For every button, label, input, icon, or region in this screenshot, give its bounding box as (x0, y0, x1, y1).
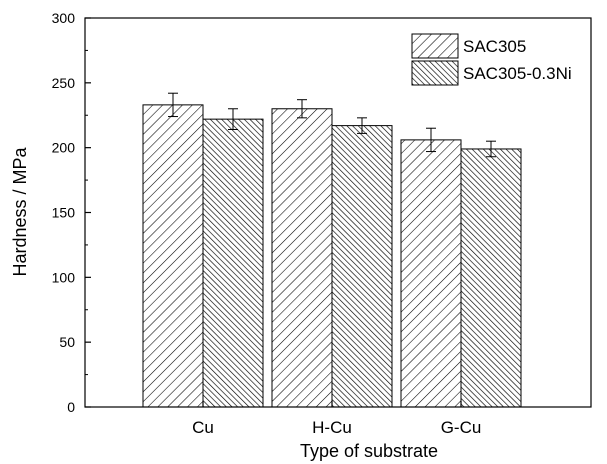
bar-sac305-ni-h-cu (331, 125, 393, 408)
legend-label-sac305-ni: SAC305-0.3Ni (463, 64, 572, 83)
bar-sac305-cu (142, 104, 204, 408)
x-axis-categories: Cu H-Cu G-Cu (192, 401, 481, 437)
legend-swatch-sac305 (411, 33, 459, 59)
bars-layer (142, 104, 522, 408)
plot-frame (84, 17, 592, 408)
y-tick-label: 300 (52, 10, 76, 26)
error-bar (168, 92, 178, 118)
error-bar (297, 99, 307, 119)
legend-swatch-sac305-ni (411, 60, 459, 86)
x-category-label: Cu (192, 418, 214, 437)
x-axis-title: Type of substrate (300, 441, 438, 461)
error-bars-layer (168, 92, 496, 158)
error-bar (228, 108, 238, 131)
y-tick-label: 100 (52, 269, 76, 285)
x-category-label: G-Cu (441, 418, 482, 437)
bar-sac305-ni-g-cu (460, 148, 522, 408)
legend: SAC305 SAC305-0.3Ni (411, 33, 572, 86)
bar-sac305-ni-cu (202, 118, 264, 408)
y-axis-title: Hardness / MPa (10, 146, 30, 276)
y-tick-label: 50 (59, 334, 75, 350)
error-bar (357, 117, 367, 134)
legend-label-sac305: SAC305 (463, 37, 526, 56)
bar-sac305-h-cu (271, 108, 333, 408)
y-tick-label: 200 (52, 140, 76, 156)
y-tick-label: 150 (52, 205, 76, 221)
y-axis-ticks: 0 50 100 150 200 250 300 (52, 10, 91, 415)
error-bar (426, 127, 436, 153)
bar-sac305-g-cu (400, 139, 462, 408)
error-bar (486, 140, 496, 158)
x-category-label: H-Cu (312, 418, 352, 437)
y-tick-label: 250 (52, 75, 76, 91)
y-tick-label: 0 (67, 399, 75, 415)
